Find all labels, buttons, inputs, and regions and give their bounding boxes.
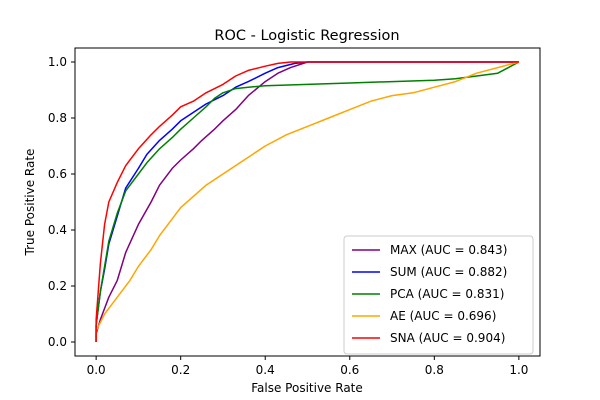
x-tick-label: 0.2: [171, 363, 190, 377]
legend-label-2: PCA (AUC = 0.831): [390, 287, 504, 301]
legend-label-4: SNA (AUC = 0.904): [390, 331, 505, 345]
axis-ticks: 0.0 0.2 0.4 0.6 0.8 1.0 0.0 0.2 0.4 0.6 0.8 1.0: [48, 55, 529, 377]
y-tick-label: 0.4: [48, 223, 67, 237]
y-tick-label: 0.2: [48, 279, 67, 293]
chart-title: ROC - Logistic Regression: [214, 28, 399, 44]
x-axis-label: False Positive Rate: [251, 381, 363, 395]
y-tick-label: 0.8: [48, 111, 67, 125]
plot-frame: [74, 47, 541, 357]
plot-content: [95, 61, 520, 342]
series-line-2: [95, 61, 520, 342]
legend-label-0: MAX (AUC = 0.843): [390, 243, 507, 257]
series-line-4: [95, 61, 519, 342]
y-tick-label: 0.6: [48, 167, 67, 181]
x-tick-label: 1.0: [509, 363, 528, 377]
y-tick-label: 0.0: [48, 335, 67, 349]
legend-label-3: AE (AUC = 0.696): [390, 309, 496, 323]
x-tick-label: 0.0: [87, 363, 106, 377]
legend-label-1: SUM (AUC = 0.882): [390, 265, 507, 279]
legend-box: [343, 235, 534, 355]
x-tick-label: 0.8: [425, 363, 444, 377]
x-tick-label: 0.4: [256, 363, 275, 377]
y-axis-label: True Positive Rate: [23, 149, 37, 257]
series-line-3: [95, 61, 520, 342]
legend: MAX (AUC = 0.843) SUM (AUC = 0.882) PCA (A…: [343, 235, 534, 355]
y-tick-label: 1.0: [48, 55, 67, 69]
x-tick-label: 0.6: [340, 363, 359, 377]
